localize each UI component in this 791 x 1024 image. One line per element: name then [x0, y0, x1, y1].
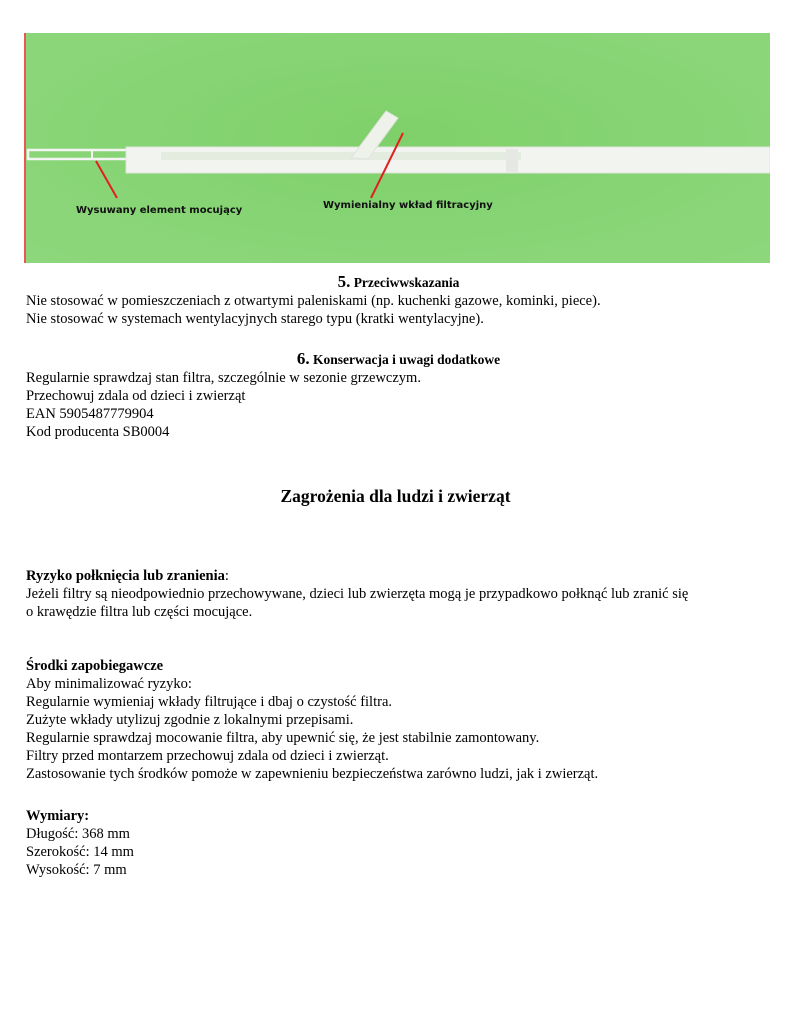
section-maintenance: 6. Konserwacja i uwagi dodatkowe Regular… — [26, 350, 771, 441]
length: Długość: 368 mm — [26, 826, 130, 842]
section-heading: 6. Konserwacja i uwagi dodatkowe — [296, 349, 501, 368]
prevention-block: Środki zapobiegawcze Aby minimalizować r… — [26, 657, 771, 783]
section-heading: 5. Przeciwwskazania — [337, 272, 460, 291]
text-line: Aby minimalizować ryzyko: — [26, 676, 192, 692]
text-line: o krawędzie filtra lub części mocujące. — [26, 604, 253, 620]
text-line: Regularnie sprawdzaj stan filtra, szczeg… — [26, 370, 421, 386]
text-line: Filtry przed montarzem przechowuj zdala … — [26, 748, 389, 764]
height: Wysokość: 7 mm — [26, 862, 127, 878]
text-line: Nie stosować w pomieszczeniach z otwarty… — [26, 293, 601, 309]
text-line: Jeżeli filtry są nieodpowiednio przechow… — [26, 586, 689, 602]
section-contraindications: 5. Przeciwwskazania Nie stosować w pomie… — [26, 273, 771, 328]
product-photo: Wysuwany element mocujący Wymienialny wk… — [24, 33, 770, 263]
producer-code: Kod producenta SB0004 — [26, 424, 170, 440]
prevention-title: Środki zapobiegawcze — [26, 658, 164, 674]
filter-illustration — [26, 110, 770, 199]
ean-code: EAN 5905487779904 — [26, 406, 154, 422]
text-line: Regularnie sprawdzaj mocowanie filtra, a… — [26, 730, 540, 746]
dimensions-block: Wymiary: Długość: 368 mm Szerokość: 14 m… — [26, 807, 771, 879]
photo-label-cartridge: Wymienialny wkład filtracyjny — [323, 200, 493, 211]
width: Szerokość: 14 mm — [26, 844, 134, 860]
photo-label-mount: Wysuwany element mocujący — [76, 205, 243, 216]
risk-title: Ryzyko połknięcia lub zranienia — [26, 568, 225, 584]
text-line: Przechowuj zdala od dzieci i zwierząt — [26, 388, 246, 404]
hazards-title: Zagrożenia dla ludzi i zwierząt — [280, 486, 511, 506]
text-line: Nie stosować w systemach wentylacyjnych … — [26, 311, 484, 327]
risk-block: Ryzyko połknięcia lub zranienia: Jeżeli … — [26, 567, 771, 621]
dimensions-title: Wymiary: — [26, 808, 90, 824]
text-line: Zastosowanie tych środków pomoże w zapew… — [26, 766, 599, 782]
text-line: Regularnie wymieniaj wkłady filtrujące i… — [26, 694, 393, 710]
text-line: Zużyte wkłady utylizuj zgodnie z lokalny… — [26, 712, 354, 728]
